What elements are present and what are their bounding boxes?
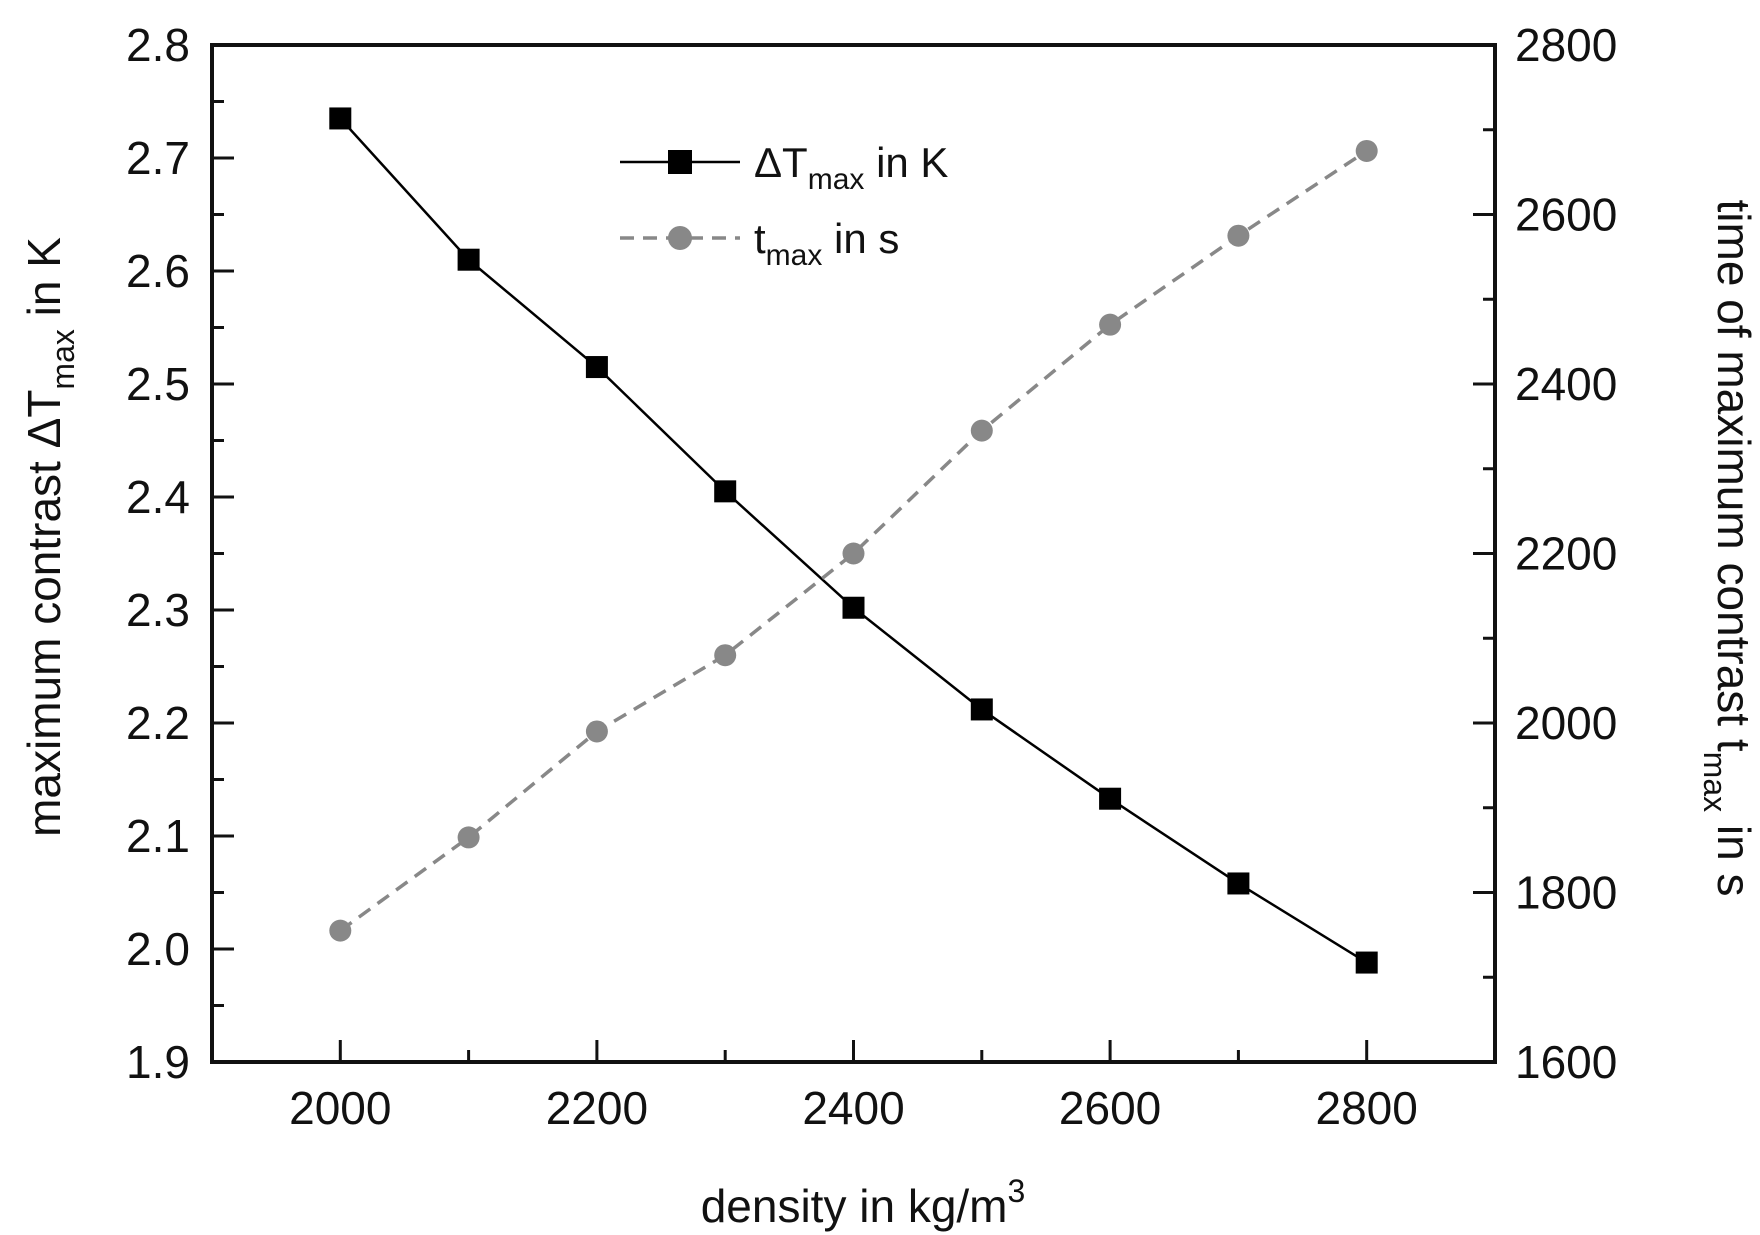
x-tick-label: 2800 xyxy=(1316,1082,1418,1134)
data-point-square xyxy=(970,698,993,721)
y-right-tick-label: 2000 xyxy=(1515,697,1617,749)
series-line xyxy=(339,149,1368,933)
legend-marker-circle xyxy=(668,226,692,250)
ticks: 2000 2200 2400 2600 2800 1.9 2.0 2.1 2.2 2.3 2.4 2.… xyxy=(126,19,1617,1134)
legend-marker-square xyxy=(668,150,692,174)
y-right-tick-label: 1800 xyxy=(1515,867,1617,919)
y-right-tick-label: 2400 xyxy=(1515,358,1617,410)
y-right-tick-label: 2600 xyxy=(1515,189,1617,241)
data-point-circle xyxy=(842,542,865,565)
y-left-tick-label: 2.6 xyxy=(126,245,190,297)
x-axis-title-text: density in kg/m xyxy=(701,1180,1008,1232)
x-tick-label: 2000 xyxy=(289,1082,391,1134)
y-left-tick-label: 2.1 xyxy=(126,810,190,862)
legend-item-1: ΔTmax in K xyxy=(620,139,948,196)
x-tick-label: 2200 xyxy=(546,1082,648,1134)
y-left-tick-label: 2.2 xyxy=(126,697,190,749)
y-left-tick-label: 1.9 xyxy=(126,1036,190,1088)
y-axis-left-title-sub: max xyxy=(45,329,81,389)
x-tick-label: 2400 xyxy=(802,1082,904,1134)
y-axis-left-title-pre: maximum contrast ΔT xyxy=(18,390,70,837)
data-point-circle xyxy=(714,644,737,667)
x-axis-title-sup: 3 xyxy=(1008,1173,1026,1209)
y-axis-right-title-post: in s xyxy=(1708,812,1760,896)
y-axis-right-title: time of maximum contrast tmax in s xyxy=(1697,200,1760,897)
y-left-tick-label: 2.4 xyxy=(126,471,190,523)
data-point-circle xyxy=(1227,224,1250,247)
y-right-tick-label: 1600 xyxy=(1515,1036,1617,1088)
series-1 xyxy=(329,107,1378,974)
y-axis-right-title-pre: time of maximum contrast t xyxy=(1708,200,1760,752)
y-left-tick-label: 2.0 xyxy=(126,923,190,975)
legend-label: tmax in s xyxy=(754,215,899,272)
series-group xyxy=(329,107,1378,974)
data-point-circle xyxy=(329,919,352,942)
legend-label: ΔTmax in K xyxy=(754,139,948,196)
legend: ΔTmax in K tmax in s xyxy=(620,139,948,272)
data-point-circle xyxy=(1355,139,1378,162)
y-right-tick-label: 2800 xyxy=(1515,19,1617,71)
data-point-square xyxy=(1099,787,1122,810)
data-point-square xyxy=(1355,951,1378,974)
y-left-tick-label: 2.7 xyxy=(126,132,190,184)
y-left-tick-label: 2.5 xyxy=(126,358,190,410)
legend-item-2: tmax in s xyxy=(620,215,899,272)
data-point-square xyxy=(329,107,352,130)
y-left-tick-label: 2.3 xyxy=(126,584,190,636)
data-point-square xyxy=(714,480,737,503)
data-point-square xyxy=(1227,872,1250,895)
y-axis-left-title: maximum contrast ΔTmax in K xyxy=(18,237,81,837)
y-left-tick-label: 2.8 xyxy=(126,19,190,71)
data-point-square xyxy=(842,596,865,619)
data-point-circle xyxy=(970,419,993,442)
data-point-circle xyxy=(585,720,608,743)
data-point-square xyxy=(585,356,608,379)
data-point-circle xyxy=(457,826,480,849)
x-axis-title: density in kg/m3 xyxy=(701,1173,1026,1232)
x-tick-label: 2600 xyxy=(1059,1082,1161,1134)
data-point-circle xyxy=(1099,313,1122,336)
series-2 xyxy=(329,139,1378,942)
y-axis-left-title-post: in K xyxy=(18,237,70,329)
y-right-tick-label: 2200 xyxy=(1515,528,1617,580)
y-axis-right-title-sub: max xyxy=(1697,752,1733,812)
data-point-square xyxy=(457,248,480,271)
